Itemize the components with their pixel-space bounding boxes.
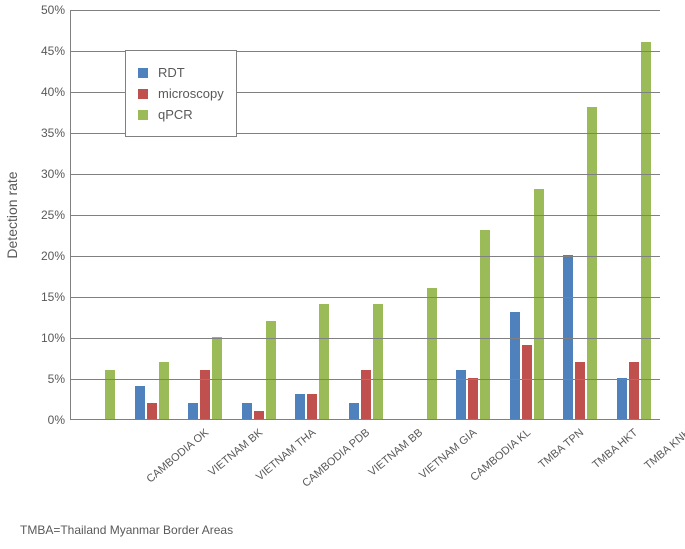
gridline xyxy=(71,174,660,175)
bar-rdt xyxy=(510,312,520,419)
chart-container: Detection rate CAMBODIA OKVIETNAM BKVIET… xyxy=(0,0,685,549)
y-tick-label: 30% xyxy=(41,167,71,181)
legend-label: microscopy xyxy=(158,86,224,101)
gridline xyxy=(71,215,660,216)
legend-swatch-qpcr xyxy=(138,110,148,120)
y-tick-label: 5% xyxy=(48,372,71,386)
bar-qpcr xyxy=(480,230,490,419)
bar-micro xyxy=(361,370,371,419)
bar-qpcr xyxy=(105,370,115,419)
legend-item-qpcr: qPCR xyxy=(138,107,224,122)
legend: RDT microscopy qPCR xyxy=(125,50,237,137)
bar-rdt xyxy=(295,394,305,419)
bar-rdt xyxy=(135,386,145,419)
bar-qpcr xyxy=(373,304,383,419)
y-tick-label: 20% xyxy=(41,249,71,263)
gridline xyxy=(71,297,660,298)
y-axis-title: Detection rate xyxy=(4,171,20,258)
bar-rdt xyxy=(563,255,573,419)
bar-micro xyxy=(575,362,585,419)
gridline xyxy=(71,338,660,339)
bar-qpcr xyxy=(587,107,597,419)
gridline xyxy=(71,10,660,11)
bar-qpcr xyxy=(266,321,276,419)
gridline xyxy=(71,256,660,257)
bar-qpcr xyxy=(641,42,651,419)
y-tick-label: 25% xyxy=(41,208,71,222)
footnote: TMBA=Thailand Myanmar Border Areas xyxy=(20,523,233,537)
y-tick-label: 35% xyxy=(41,126,71,140)
y-tick-label: 40% xyxy=(41,85,71,99)
bar-rdt xyxy=(242,403,252,419)
bar-rdt xyxy=(456,370,466,419)
legend-label: RDT xyxy=(158,65,185,80)
y-tick-label: 45% xyxy=(41,44,71,58)
bar-rdt xyxy=(349,403,359,419)
bar-qpcr xyxy=(427,288,437,419)
y-tick-label: 50% xyxy=(41,3,71,17)
legend-swatch-micro xyxy=(138,89,148,99)
bar-qpcr xyxy=(212,337,222,419)
bar-qpcr xyxy=(159,362,169,419)
legend-label: qPCR xyxy=(158,107,193,122)
bar-qpcr xyxy=(319,304,329,419)
y-tick-label: 15% xyxy=(41,290,71,304)
y-tick-label: 10% xyxy=(41,331,71,345)
gridline xyxy=(71,379,660,380)
bar-micro xyxy=(200,370,210,419)
y-tick-label: 0% xyxy=(48,413,71,427)
bar-rdt xyxy=(617,378,627,419)
legend-item-rdt: RDT xyxy=(138,65,224,80)
bar-micro xyxy=(254,411,264,419)
bar-micro xyxy=(629,362,639,419)
legend-swatch-rdt xyxy=(138,68,148,78)
bar-rdt xyxy=(188,403,198,419)
legend-item-micro: microscopy xyxy=(138,86,224,101)
bar-micro xyxy=(307,394,317,419)
bar-micro xyxy=(468,378,478,419)
bar-micro xyxy=(522,345,532,419)
bar-micro xyxy=(147,403,157,419)
bar-qpcr xyxy=(534,189,544,419)
